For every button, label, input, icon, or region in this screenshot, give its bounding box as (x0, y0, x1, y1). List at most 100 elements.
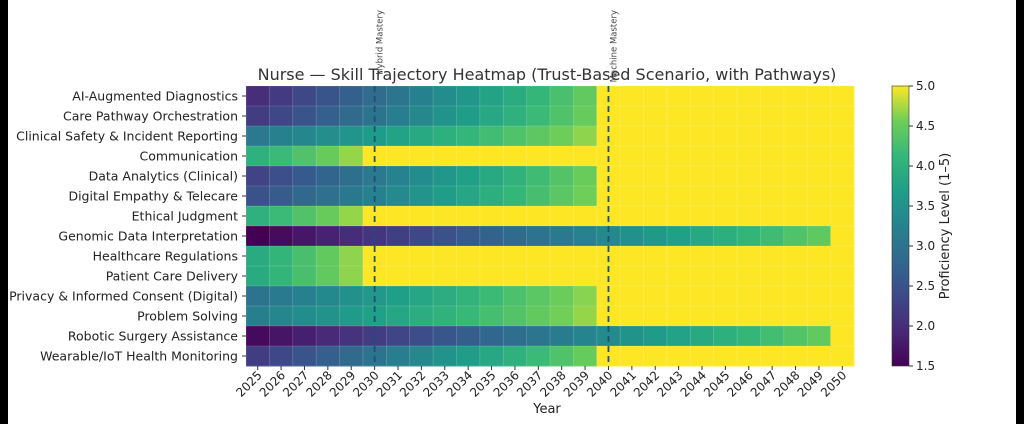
heatmap-cell (737, 126, 761, 147)
heatmap-cell (292, 166, 317, 187)
heatmap-cell (807, 106, 832, 127)
heatmap-cell (339, 166, 364, 187)
heatmap-cell (550, 266, 574, 287)
heatmap-cell (807, 126, 832, 147)
heatmap-cell (713, 146, 738, 167)
heatmap-cell (503, 286, 528, 307)
heatmap-cell (526, 126, 551, 147)
heatmap-cell (620, 106, 645, 127)
heatmap-cell (433, 146, 457, 167)
heatmap-cell (503, 206, 528, 227)
heatmap-cell (246, 246, 270, 267)
heatmap-cell (620, 146, 645, 167)
heatmap-cell (690, 286, 715, 307)
heatmap-cell (737, 186, 761, 207)
heatmap-cell (316, 346, 341, 367)
heatmap-cell (292, 86, 317, 107)
heatmap-cell (783, 266, 808, 287)
heatmap-cell (690, 146, 715, 167)
heatmap-cell (433, 226, 457, 247)
heatmap-cell (666, 126, 691, 147)
heatmap-cell (409, 346, 434, 367)
heatmap-cell (713, 206, 738, 227)
heatmap-cell (690, 346, 715, 367)
heatmap-cell (713, 126, 738, 147)
heatmap-cell (386, 166, 411, 187)
heatmap-cell (550, 186, 574, 207)
heatmap-cell (456, 206, 481, 227)
heatmap-cell (456, 86, 481, 107)
heatmap-cell (269, 186, 294, 207)
year-label: 2045 (701, 368, 732, 399)
year-label: 2025 (233, 368, 264, 399)
heatmap-cell (269, 206, 294, 227)
heatmap-cell (807, 286, 832, 307)
heatmap-cell (292, 226, 317, 247)
heatmap-cell (269, 126, 294, 147)
heatmap-cell (666, 186, 691, 207)
year-label: 2031 (374, 368, 405, 399)
heatmap-cell (573, 246, 598, 267)
heatmap-cell (526, 146, 551, 167)
heatmap-cell (409, 266, 434, 287)
heatmap-cell (783, 286, 808, 307)
colorbar-tick-label: 3.0 (916, 239, 935, 253)
year-labels: 2025202620272028202920302031203220332034… (233, 366, 849, 400)
heatmap-cell (550, 166, 574, 187)
heatmap-cell (526, 346, 551, 367)
skill-label: Problem Solving (137, 309, 238, 324)
heatmap-cell (690, 86, 715, 107)
heatmap-cell (830, 326, 855, 347)
heatmap-cell (433, 166, 457, 187)
heatmap-cell (760, 306, 785, 327)
heatmap-cell (807, 206, 832, 227)
heatmap-cell (620, 246, 645, 267)
heatmap-cell (737, 86, 761, 107)
heatmap-cell (713, 86, 738, 107)
heatmap-cell (503, 186, 528, 207)
skill-label: AI-Augmented Diagnostics (72, 89, 238, 104)
heatmap-cell (246, 106, 270, 127)
heatmap-cell (550, 226, 574, 247)
heatmap-cell (292, 186, 317, 207)
year-label: 2030 (350, 368, 381, 399)
heatmap-cell (573, 186, 598, 207)
year-label: 2035 (467, 368, 498, 399)
heatmap-cell (783, 226, 808, 247)
heatmap-cell (456, 106, 481, 127)
year-label: 2034 (444, 368, 475, 399)
year-label: 2048 (771, 368, 802, 399)
heatmap-cell (456, 126, 481, 147)
heatmap-cell (620, 286, 645, 307)
heatmap-cell (479, 266, 504, 287)
heatmap-cell (409, 106, 434, 127)
skill-labels: AI-Augmented Diagnostics Care Pathway Orc… (9, 89, 246, 364)
heatmap-cell (807, 86, 832, 107)
heatmap-cell (339, 266, 364, 287)
heatmap-cell (526, 266, 551, 287)
heatmap-cell (783, 306, 808, 327)
heatmap-cell (713, 346, 738, 367)
heatmap-cell (550, 286, 574, 307)
heatmap-cell (783, 326, 808, 347)
heatmap-cell (339, 286, 364, 307)
heatmap-cell (526, 246, 551, 267)
heatmap-cell (339, 246, 364, 267)
heatmap-cell (316, 146, 341, 167)
colorbar-tick-label: 4.5 (916, 119, 935, 133)
heatmap-cell (666, 306, 691, 327)
year-label: 2036 (491, 368, 522, 399)
heatmap-cell (246, 146, 270, 167)
year-label: 2047 (748, 368, 779, 399)
year-label: 2039 (561, 368, 592, 399)
heatmap-cell (316, 246, 341, 267)
heatmap-cell (292, 306, 317, 327)
heatmap-cell (573, 306, 598, 327)
year-label: 2050 (818, 368, 849, 399)
heatmap-cell (503, 106, 528, 127)
heatmap-cell (690, 186, 715, 207)
year-label: 2028 (303, 368, 334, 399)
heatmap-cell (479, 126, 504, 147)
heatmap-cell (479, 326, 504, 347)
heatmap-cell (269, 266, 294, 287)
